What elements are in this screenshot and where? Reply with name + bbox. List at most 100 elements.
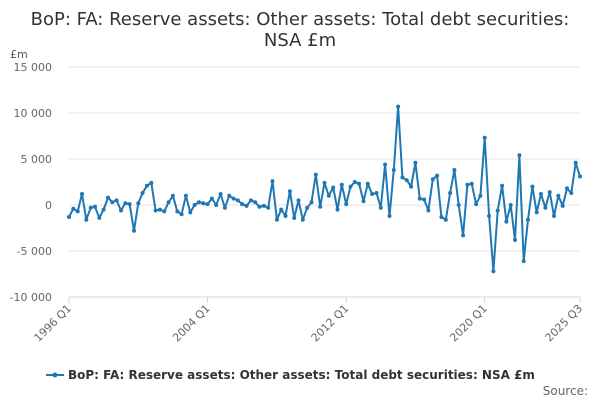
data-point[interactable] bbox=[136, 201, 141, 206]
data-point[interactable] bbox=[201, 201, 206, 206]
data-point[interactable] bbox=[175, 209, 180, 214]
data-point[interactable] bbox=[88, 205, 93, 210]
data-point[interactable] bbox=[478, 193, 483, 198]
data-point[interactable] bbox=[227, 193, 232, 198]
data-point[interactable] bbox=[205, 202, 210, 207]
data-point[interactable] bbox=[153, 208, 158, 213]
data-point[interactable] bbox=[539, 192, 543, 196]
data-point[interactable] bbox=[97, 215, 102, 220]
data-point[interactable] bbox=[188, 210, 193, 215]
data-point[interactable] bbox=[71, 206, 76, 211]
source-label[interactable]: Source: bbox=[543, 384, 588, 398]
data-point[interactable] bbox=[578, 174, 582, 179]
data-point[interactable] bbox=[556, 193, 561, 198]
data-point[interactable] bbox=[157, 207, 162, 212]
data-point[interactable] bbox=[67, 215, 71, 219]
data-point[interactable] bbox=[218, 192, 223, 196]
data-point[interactable] bbox=[474, 202, 479, 207]
data-point[interactable] bbox=[370, 192, 375, 196]
data-point[interactable] bbox=[357, 181, 362, 186]
data-point[interactable] bbox=[521, 259, 526, 264]
data-point[interactable] bbox=[452, 168, 457, 172]
data-point[interactable] bbox=[404, 178, 409, 183]
data-point[interactable] bbox=[461, 233, 466, 238]
data-point[interactable] bbox=[170, 193, 175, 198]
data-point[interactable] bbox=[365, 181, 370, 186]
data-point[interactable] bbox=[305, 205, 310, 210]
data-point[interactable] bbox=[409, 184, 414, 189]
data-point[interactable] bbox=[209, 196, 214, 201]
legend[interactable]: BoP: FA: Reserve assets: Other assets: T… bbox=[46, 368, 535, 382]
data-point[interactable] bbox=[361, 199, 366, 204]
data-point[interactable] bbox=[543, 205, 548, 210]
data-point[interactable] bbox=[469, 181, 474, 186]
data-point[interactable] bbox=[513, 238, 517, 242]
data-point[interactable] bbox=[300, 217, 305, 222]
data-point[interactable] bbox=[413, 160, 418, 165]
data-point[interactable] bbox=[244, 203, 249, 208]
data-point[interactable] bbox=[534, 210, 539, 215]
data-point[interactable] bbox=[132, 228, 136, 233]
data-point[interactable] bbox=[417, 196, 422, 201]
data-point[interactable] bbox=[231, 196, 236, 201]
data-point[interactable] bbox=[144, 183, 149, 188]
data-point[interactable] bbox=[573, 160, 578, 165]
data-point[interactable] bbox=[257, 204, 262, 209]
data-point[interactable] bbox=[140, 191, 145, 195]
data-point[interactable] bbox=[318, 204, 323, 209]
data-point[interactable] bbox=[222, 205, 227, 210]
data-point[interactable] bbox=[565, 186, 569, 191]
data-point[interactable] bbox=[352, 180, 357, 184]
data-point[interactable] bbox=[240, 202, 245, 207]
data-point[interactable] bbox=[396, 104, 401, 109]
data-point[interactable] bbox=[374, 191, 379, 195]
data-point[interactable] bbox=[287, 189, 292, 194]
data-point[interactable] bbox=[322, 180, 327, 185]
data-point[interactable] bbox=[569, 191, 574, 195]
data-point[interactable] bbox=[335, 207, 340, 212]
data-point[interactable] bbox=[149, 180, 154, 185]
data-point[interactable] bbox=[166, 200, 171, 205]
data-point[interactable] bbox=[283, 214, 288, 218]
data-point[interactable] bbox=[106, 195, 110, 200]
data-point[interactable] bbox=[526, 217, 530, 222]
data-point[interactable] bbox=[552, 214, 556, 218]
data-point[interactable] bbox=[75, 209, 80, 214]
data-point[interactable] bbox=[430, 177, 435, 182]
data-point[interactable] bbox=[400, 175, 405, 180]
data-point[interactable] bbox=[435, 173, 440, 178]
data-point[interactable] bbox=[500, 183, 505, 188]
data-point[interactable] bbox=[266, 205, 271, 210]
data-point[interactable] bbox=[274, 217, 279, 222]
data-point[interactable] bbox=[261, 203, 266, 208]
data-point[interactable] bbox=[93, 204, 97, 209]
data-point[interactable] bbox=[439, 215, 444, 219]
data-point[interactable] bbox=[119, 208, 123, 213]
data-point[interactable] bbox=[179, 212, 184, 217]
data-point[interactable] bbox=[378, 205, 383, 210]
data-point[interactable] bbox=[313, 172, 318, 177]
data-point[interactable] bbox=[110, 200, 115, 205]
data-point[interactable] bbox=[422, 197, 427, 202]
data-point[interactable] bbox=[456, 203, 461, 207]
data-point[interactable] bbox=[339, 182, 344, 187]
data-point[interactable] bbox=[196, 200, 201, 205]
data-point[interactable] bbox=[495, 208, 500, 213]
data-point[interactable] bbox=[517, 153, 522, 158]
data-point[interactable] bbox=[248, 198, 253, 203]
data-point[interactable] bbox=[560, 203, 565, 208]
data-point[interactable] bbox=[491, 269, 496, 274]
data-point[interactable] bbox=[387, 214, 392, 218]
data-point[interactable] bbox=[296, 198, 301, 203]
data-point[interactable] bbox=[80, 192, 84, 196]
data-point[interactable] bbox=[344, 202, 349, 207]
series-line[interactable] bbox=[68, 105, 581, 273]
data-point[interactable] bbox=[348, 184, 353, 189]
data-point[interactable] bbox=[123, 201, 128, 206]
data-point[interactable] bbox=[309, 200, 314, 205]
data-point[interactable] bbox=[391, 168, 396, 172]
data-point[interactable] bbox=[270, 179, 275, 184]
data-point[interactable] bbox=[465, 182, 470, 187]
data-point[interactable] bbox=[331, 185, 336, 190]
data-point[interactable] bbox=[214, 203, 219, 207]
